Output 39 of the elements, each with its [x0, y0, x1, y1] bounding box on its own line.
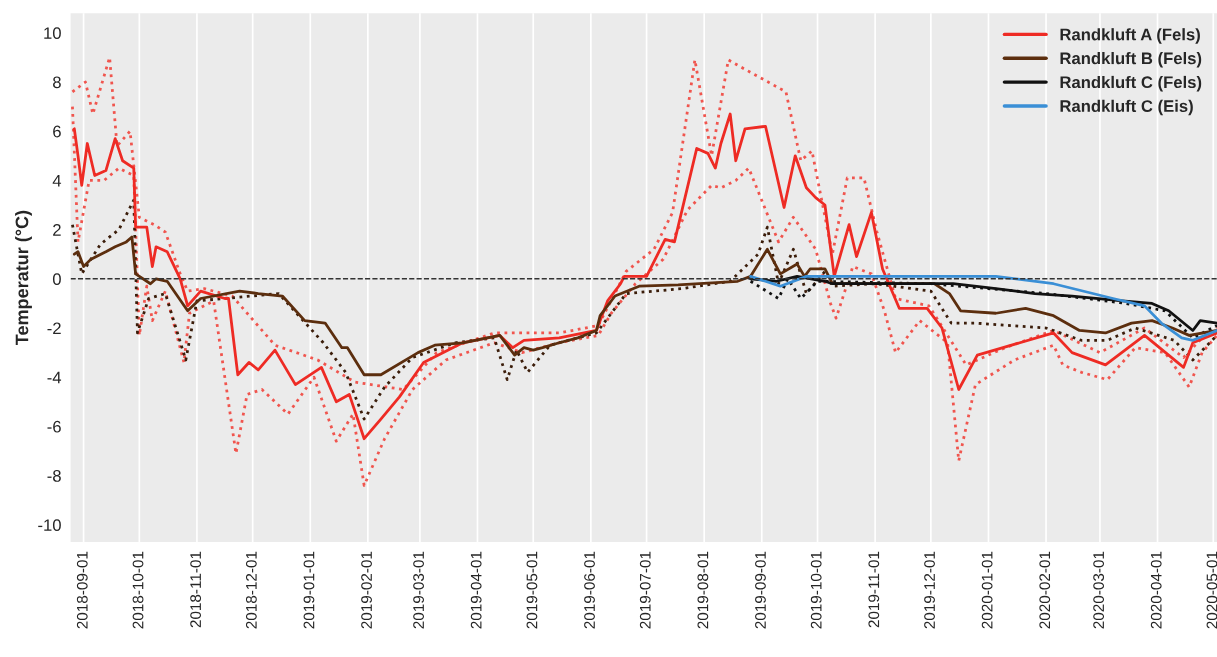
y-axis-title: Temperatur (°C)	[15, 210, 32, 346]
line-series	[71, 198, 1217, 421]
y-tick-label: -6	[47, 420, 61, 433]
y-tick-label: 8	[53, 76, 61, 89]
legend-label: Randkluft B (Fels)	[1060, 52, 1202, 68]
x-tick-label: 2020-05-01	[1206, 551, 1217, 629]
x-tick-label: 2018-12-01	[245, 551, 257, 629]
x-tick-label: 2019-11-01	[868, 551, 880, 628]
x-tick-label: 2019-05-01	[526, 551, 538, 629]
y-tick-label: 6	[53, 125, 61, 138]
x-tick-label: 2019-04-01	[470, 551, 482, 629]
x-tick-label: 2019-10-01	[810, 551, 822, 629]
x-tick-label: 2019-01-01	[303, 551, 315, 629]
x-tick-label: 2018-09-01	[76, 551, 88, 629]
y-tick-label: 2	[53, 224, 61, 236]
x-tick-label: 2020-03-01	[1093, 551, 1105, 629]
legend-label: Randkluft C (Eis)	[1060, 99, 1193, 116]
y-tick-label: 10	[44, 27, 61, 40]
x-tick-label: 2019-09-01	[755, 551, 766, 629]
y-tick-label: -10	[38, 519, 61, 532]
y-tick-label: 4	[52, 174, 62, 187]
y-tick-label: -2	[47, 322, 61, 335]
x-tick-label: 2019-06-01	[584, 551, 595, 629]
legend-label: Randkluft C (Fels)	[1060, 75, 1202, 92]
x-tick-label: 2018-11-01	[190, 551, 202, 628]
y-tick-label: 0	[52, 273, 61, 286]
x-tick-label: 2020-01-01	[981, 551, 993, 629]
y-tick-label: -8	[47, 470, 61, 482]
x-tick-label: 2019-07-01	[639, 551, 651, 629]
y-tick-label: -4	[47, 371, 62, 384]
x-tick-label: 2019-03-01	[413, 551, 424, 629]
x-tick-label: 2020-04-01	[1150, 551, 1162, 629]
x-tick-label: 2018-10-01	[132, 551, 144, 629]
x-tick-label: 2019-02-01	[361, 551, 372, 629]
x-tick-label: 2019-12-01	[924, 551, 935, 629]
x-tick-label: 2019-08-01	[697, 551, 709, 629]
line-series	[72, 235, 1217, 377]
x-tick-label: 2020-02-01	[1039, 551, 1051, 629]
legend-label: Randkluft A (Fels)	[1060, 28, 1200, 44]
